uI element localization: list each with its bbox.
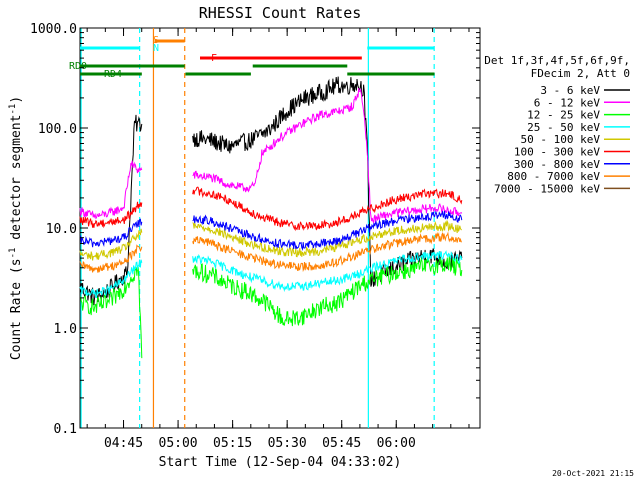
series-line bbox=[192, 256, 463, 327]
y-label-part: ) bbox=[9, 96, 24, 104]
y-label-part: Count Rate (s bbox=[9, 258, 24, 360]
series-line bbox=[192, 219, 462, 258]
y-tick-label: 10.0 bbox=[46, 222, 77, 237]
render-timestamp: 20-Oct-2021 21:15 bbox=[552, 469, 634, 478]
y-tick-label: 100.0 bbox=[38, 122, 77, 137]
series-line bbox=[192, 210, 463, 251]
series-line bbox=[79, 266, 143, 359]
legend-header-line: FDecim 2, Att 0 bbox=[531, 67, 630, 80]
legend-label: 7000 - 15000 keV bbox=[494, 182, 600, 195]
x-axis-label: Start Time (12-Sep-04 04:33:02) bbox=[159, 455, 402, 470]
legend-label: 800 - 7000 keV bbox=[507, 170, 600, 183]
legend-label: 12 - 25 keV bbox=[527, 109, 600, 122]
legend-label: 100 - 300 keV bbox=[514, 146, 600, 159]
series-line bbox=[79, 201, 143, 229]
y-label-exponent: -1 bbox=[8, 104, 18, 115]
legend-label: 3 - 6 keV bbox=[540, 84, 600, 97]
x-tick-label: 05:00 bbox=[159, 436, 198, 451]
series-line bbox=[192, 186, 463, 232]
time-bar-label: N bbox=[153, 43, 159, 54]
x-axis-ticks: 04:45 05:00 05:15 05:30 05:45 06:00 bbox=[86, 28, 470, 451]
time-bar-label: F bbox=[211, 53, 217, 64]
legend-label: 25 - 50 keV bbox=[527, 121, 600, 134]
vertical-markers bbox=[80, 28, 435, 428]
series-line bbox=[79, 218, 143, 248]
x-tick-label: 05:15 bbox=[213, 436, 252, 451]
x-tick-label: 05:30 bbox=[268, 436, 307, 451]
legend-label: 50 - 100 keV bbox=[521, 133, 601, 146]
x-tick-label: 05:45 bbox=[322, 436, 361, 451]
series-line bbox=[79, 114, 143, 306]
series-line bbox=[192, 88, 463, 225]
legend-label: 6 - 12 keV bbox=[534, 96, 601, 109]
y-label-exponent: -1 bbox=[8, 248, 18, 259]
time-bar-label: RD4 bbox=[104, 69, 122, 80]
legend: Det 1f,3f,4f,5f,6f,9f, FDecim 2, Att 0 3… bbox=[484, 54, 630, 195]
series-line bbox=[192, 231, 462, 273]
time-bar-label: S bbox=[153, 35, 159, 46]
series-line bbox=[192, 250, 463, 293]
series-lines bbox=[79, 76, 463, 359]
time-bars: SN F RD0 RD4 bbox=[69, 35, 435, 80]
x-tick-label: 06:00 bbox=[377, 436, 416, 451]
x-tick-label: 04:45 bbox=[104, 436, 143, 451]
series-line bbox=[79, 228, 143, 261]
y-tick-label: 0.1 bbox=[54, 422, 77, 437]
chart-title: RHESSI Count Rates bbox=[199, 4, 362, 22]
y-axis-label: Count Rate (s-1 detector segment-1) bbox=[8, 96, 24, 360]
legend-header-line: Det 1f,3f,4f,5f,6f,9f, bbox=[484, 54, 630, 67]
series-line bbox=[192, 76, 463, 287]
y-label-part: detector segment bbox=[9, 115, 24, 248]
y-tick-label: 1.0 bbox=[54, 322, 77, 337]
series-line bbox=[79, 259, 143, 298]
series-line bbox=[79, 160, 143, 220]
y-tick-label: 1000.0 bbox=[30, 22, 77, 37]
y-axis-ticks: 0.1 1.0 10.0 100.0 1000.0 bbox=[30, 22, 480, 437]
time-bar-label: RD0 bbox=[69, 61, 87, 72]
series-line bbox=[79, 244, 143, 273]
legend-label: 300 - 800 keV bbox=[514, 158, 600, 171]
